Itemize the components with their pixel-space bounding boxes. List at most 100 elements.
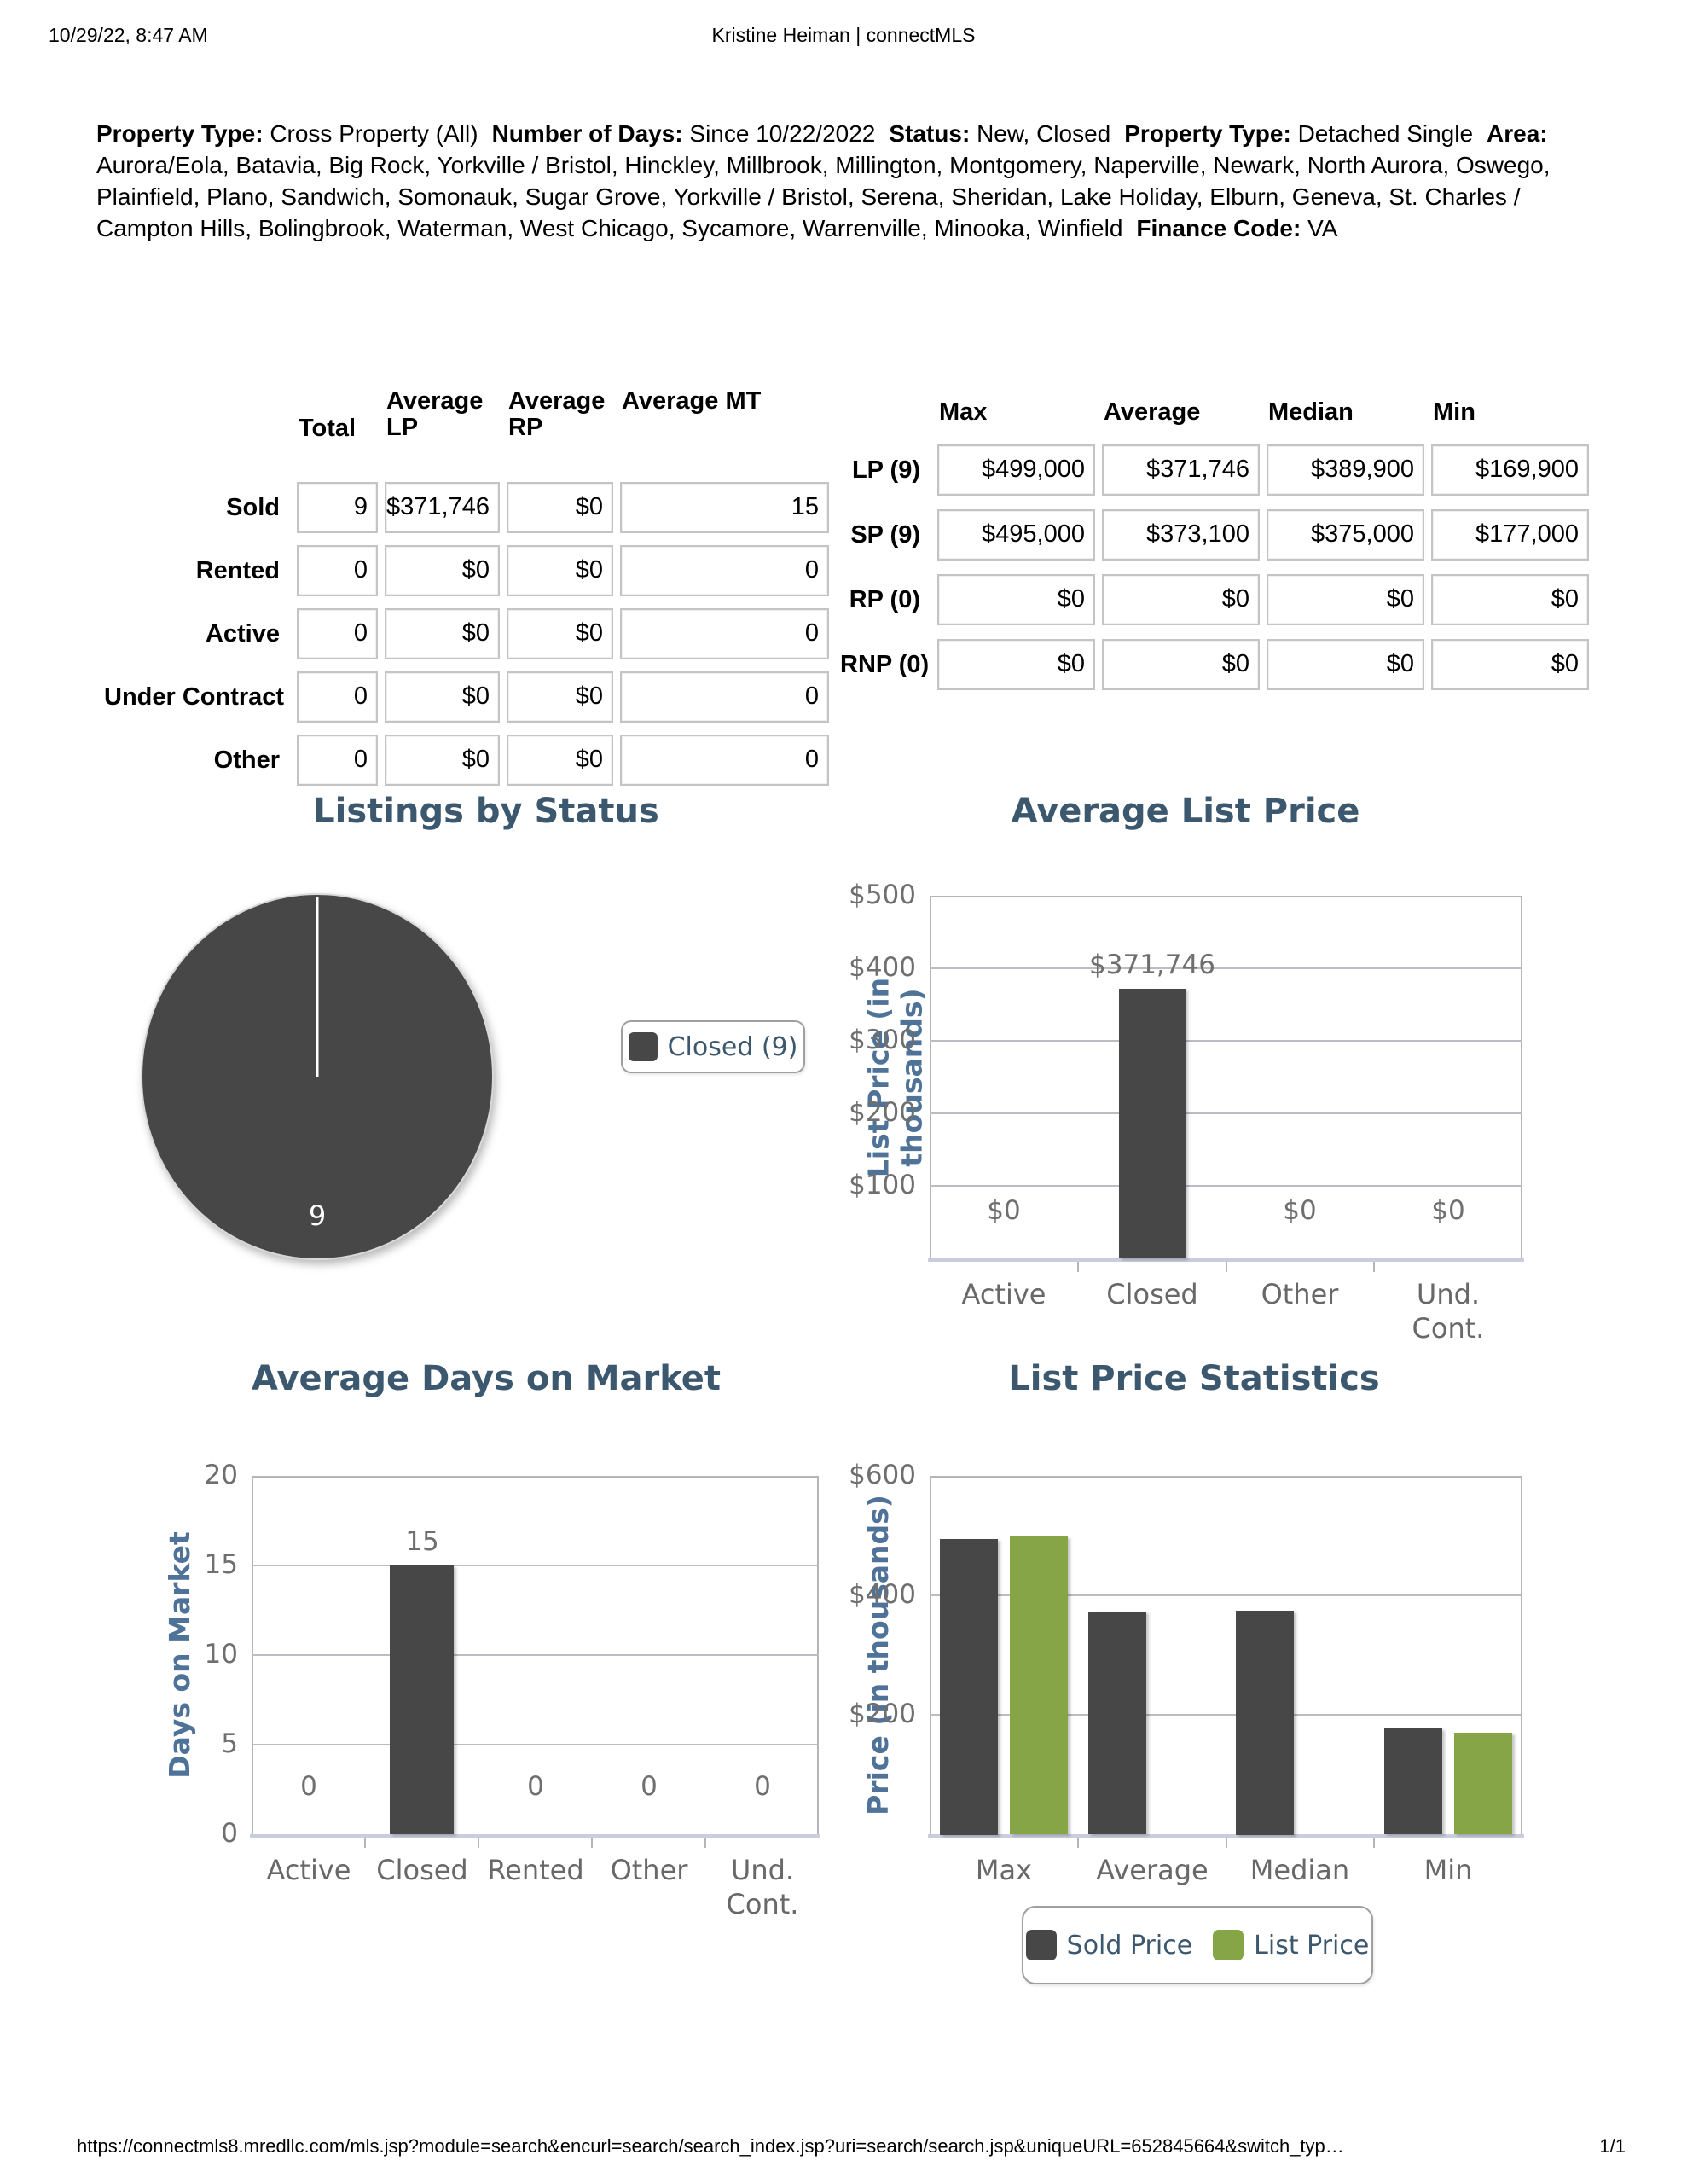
summary-table-row-label-other: Other: [213, 746, 280, 774]
summary-table-cell-active-3: 0: [620, 608, 829, 659]
category-label-min: Min: [1423, 1854, 1473, 1886]
summary-table-cell-other-2: $0: [507, 735, 613, 786]
summary-table-cell-under-contract-3: 0: [620, 671, 829, 723]
criteria-label: Finance Code:: [1136, 215, 1308, 241]
stats-table-cell-rp-0-2: $0: [1267, 574, 1424, 625]
stats-table-cell-rnp-0-3: $0: [1431, 639, 1589, 690]
legend-label: List Price: [1254, 1930, 1370, 1960]
y-tick-label: $300: [849, 1025, 916, 1055]
stats-table-cell-rnp-0-1: $0: [1102, 639, 1260, 690]
gridline: [930, 1594, 1522, 1596]
summary-table: Total Average LP Average RP Average MT Sold 9…: [104, 387, 829, 786]
summary-table-cell-active-2: $0: [507, 608, 613, 659]
y-axis-label: Price (in thousands): [861, 1495, 895, 1815]
gridline: [252, 1565, 819, 1566]
stats-table-row-label-rp-0: RP (0): [849, 586, 920, 613]
chart-list-price-statistics: List Price Statistics Price (in thousands…: [849, 1352, 1620, 2001]
gridline: [930, 1040, 1522, 1042]
stats-table-cell-lp-9-0: $499,000: [937, 444, 1095, 496]
category-label-max: Max: [975, 1854, 1033, 1886]
summary-table-row-label-rented: Rented: [195, 557, 280, 584]
summary-table-cell-rented-2: $0: [507, 545, 613, 596]
summary-table-row-label-active: Active: [205, 620, 280, 648]
stats-table-cell-lp-9-2: $389,900: [1267, 444, 1424, 496]
footer-url: https://connectmls8.mredllc.com/mls.jsp?…: [77, 2135, 1344, 2157]
gridline: [930, 1112, 1522, 1114]
chart-title: Average List Price: [1011, 792, 1360, 831]
stats-table-row-label-rnp-0: RNP (0): [840, 651, 930, 678]
bar-list-price-max: [1010, 1536, 1068, 1834]
summary-table-cell-other-3: 0: [620, 735, 829, 786]
y-tick-label: $400: [849, 1579, 916, 1610]
stats-table-row-label-lp-9: LP (9): [851, 456, 920, 484]
bar-closed: [1119, 989, 1186, 1258]
summary-table-cell-sold-2: $0: [507, 482, 613, 533]
legend-item-list-price: List Price: [1213, 1930, 1369, 1960]
summary-table-row-label-sold: Sold: [226, 494, 280, 521]
stats-table-cell-sp-9-3: $177,000: [1431, 509, 1589, 561]
stats-table-cell-sp-9-2: $375,000: [1267, 509, 1424, 561]
summary-table-cell-rented-1: $0: [385, 545, 500, 596]
category-label-average: Average: [1096, 1854, 1209, 1886]
summary-table-row-label-under-contract: Under Contract: [104, 683, 285, 711]
pie-slice-value-label: 9: [309, 1199, 326, 1232]
criteria-segment-area: Area: Aurora/Eola, Batavia, Big Rock, Yo…: [96, 120, 1551, 241]
bar-sold-price-average: [1088, 1612, 1146, 1834]
category-label-other: Other: [1261, 1278, 1339, 1310]
summary-table-cell-sold-0: 9: [297, 482, 378, 533]
y-tick-label: $200: [849, 1097, 916, 1128]
x-axis-line: [250, 1834, 820, 1838]
x-axis-line: [928, 1834, 1524, 1838]
stats-table-cell-sp-9-1: $373,100: [1102, 509, 1260, 561]
bar-value-label-other: 0: [641, 1771, 658, 1802]
x-axis-tick: [364, 1838, 366, 1848]
stats-table-header-max: Max: [939, 398, 988, 426]
stats-table-cell-rp-0-0: $0: [937, 574, 1095, 625]
bar-value-label-other: $0: [1283, 1195, 1317, 1226]
criteria-segment-property-type: Property Type: Cross Property (All): [96, 120, 478, 147]
y-tick-label: $200: [849, 1699, 916, 1729]
y-tick-label: $400: [849, 952, 916, 983]
category-label-active: Active: [266, 1854, 351, 1886]
bar-value-label-closed: $371,746: [1089, 950, 1215, 980]
criteria-segment-finance-code: Finance Code: VA: [1136, 215, 1338, 241]
summary-table-cell-other-1: $0: [385, 735, 500, 786]
x-axis-tick: [1077, 1838, 1079, 1848]
stats-table-cell-sp-9-0: $495,000: [937, 509, 1095, 561]
y-tick-label: 15: [204, 1549, 238, 1580]
chart-legend: Closed (9): [621, 1020, 805, 1073]
footer-page-number: 1/1: [1599, 2135, 1626, 2157]
criteria-segment-status: Status: New, Closed: [889, 120, 1111, 147]
bar-value-label-active: 0: [300, 1771, 317, 1802]
x-axis-tick: [1226, 1838, 1227, 1848]
stats-table-header-median: Median: [1268, 398, 1354, 426]
chart-title: List Price Statistics: [1008, 1359, 1380, 1398]
chart-legend: Sold Price List Price: [1022, 1906, 1373, 1984]
x-axis-tick: [1226, 1262, 1227, 1272]
stats-table-cell-rp-0-1: $0: [1102, 574, 1260, 625]
bar-value-label-closed: 15: [405, 1526, 439, 1557]
chart-title: Listings by Status: [313, 792, 659, 831]
legend-item-closed-9: Closed (9): [628, 1032, 797, 1062]
criteria-label: Status:: [889, 120, 977, 147]
criteria-segment-property-type: Property Type: Detached Single: [1124, 120, 1474, 147]
chart-average-list-price: Average List Price List Price (in thousan…: [849, 785, 1620, 1348]
pie-graphic: 9: [141, 893, 494, 1260]
y-axis-label: List Price (in thousands): [861, 977, 929, 1178]
summary-table-cell-sold-1: $371,746: [385, 482, 500, 533]
stats-table-row-label-sp-9: SP (9): [850, 521, 920, 549]
plot-area: [930, 896, 1522, 1258]
category-label-rented: Rented: [487, 1854, 584, 1886]
category-label-und-cont: Und. Cont.: [726, 1854, 799, 1920]
print-footer: https://connectmls8.mredllc.com/mls.jsp?…: [0, 2135, 1687, 2161]
x-axis-tick: [704, 1838, 706, 1848]
criteria-label: Number of Days:: [491, 120, 690, 147]
summary-table-header-average-lp: Average LP: [386, 387, 484, 442]
summary-table-header-total: Total: [299, 415, 357, 443]
x-axis-tick: [1077, 1262, 1079, 1272]
printed-timestamp: 10/29/22, 8:47 AM: [49, 24, 208, 46]
bar-value-label-active: $0: [987, 1195, 1021, 1226]
legend-swatch-list-price: [1213, 1930, 1244, 1960]
y-tick-label: $600: [849, 1460, 916, 1490]
x-axis-line: [928, 1258, 1524, 1262]
